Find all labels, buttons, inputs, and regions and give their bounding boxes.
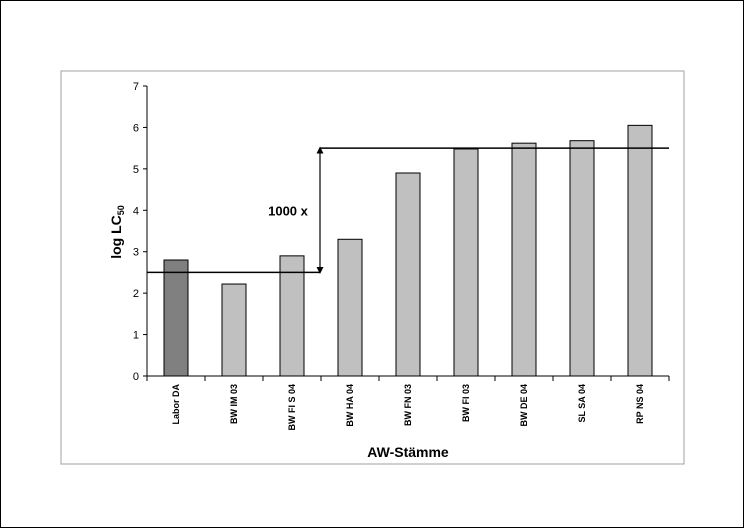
x-tick-label: Labor DA xyxy=(171,383,181,424)
x-tick-label: BW FN 03 xyxy=(403,384,413,426)
y-tick-label: 7 xyxy=(133,81,139,93)
bar xyxy=(511,142,537,377)
y-tick-label: 2 xyxy=(133,288,139,300)
x-tick-label: BW DE 04 xyxy=(519,384,529,427)
y-tick-label: 5 xyxy=(133,164,139,176)
x-tick-label: BW FI 03 xyxy=(461,384,471,422)
plot-area: 0 1 2 3 4 5 6 7 Labor DA BW IM 03 BW FI S 04 BW HA … xyxy=(133,81,670,431)
y-tick-label: 4 xyxy=(133,205,139,217)
x-axis-title: AW-Stämme xyxy=(367,444,449,460)
bar xyxy=(453,148,479,377)
annotation-label: 1000 x xyxy=(268,203,309,218)
x-tick-label: RP NS 04 xyxy=(635,384,645,424)
y-tick-label: 3 xyxy=(133,247,139,259)
bar xyxy=(163,259,189,377)
bar xyxy=(395,172,421,377)
bar xyxy=(627,124,653,377)
x-tick-label: BW HA 04 xyxy=(345,384,355,427)
y-axis-title-subscript: 50 xyxy=(116,205,126,215)
bar xyxy=(221,283,247,377)
y-tick-label: 6 xyxy=(133,122,139,134)
x-tick-label: SL SA 04 xyxy=(577,384,587,423)
bar xyxy=(569,140,595,377)
x-tick-label: BW FI S 04 xyxy=(287,384,297,431)
y-axis-title-main: log LC xyxy=(108,215,124,259)
bar xyxy=(279,255,305,377)
y-axis-title: log LC50 xyxy=(108,205,126,259)
y-tick-label: 1 xyxy=(133,330,139,342)
bar xyxy=(337,238,363,377)
x-tick-label: BW IM 03 xyxy=(229,384,239,424)
y-tick-label: 0 xyxy=(133,371,139,383)
